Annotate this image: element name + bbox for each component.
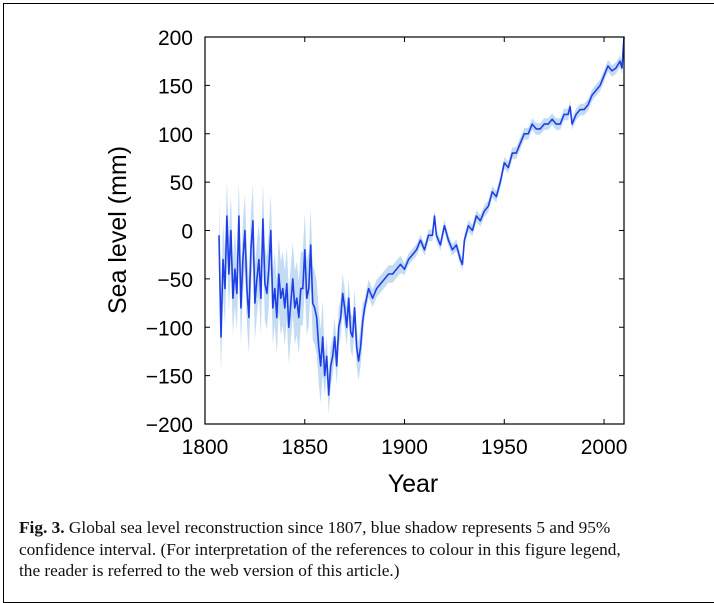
sea-level-line <box>218 36 625 396</box>
y-axis-label: Sea level (mm) <box>104 146 132 314</box>
y-tick-label: 100 <box>158 124 193 147</box>
caption-text-1: Global sea level reconstruction since 18… <box>64 518 611 537</box>
y-tick-label: 200 <box>158 27 193 50</box>
y-tick-label: 150 <box>158 75 193 98</box>
caption-line-3: the reader is referred to the web versio… <box>19 561 400 580</box>
x-tick-label: 1800 <box>182 436 229 459</box>
figure-caption: Fig. 3. Global sea level reconstruction … <box>19 517 714 582</box>
y-tick-label: −100 <box>146 317 193 340</box>
x-axis-label: Year <box>388 470 439 498</box>
confidence-band-layer <box>219 37 624 415</box>
x-tick-label: 1950 <box>481 436 528 459</box>
y-tick-label: −50 <box>157 269 193 292</box>
y-tick-label: −200 <box>146 414 193 437</box>
x-tick-label: 2000 <box>581 436 628 459</box>
y-tick-label: −150 <box>146 366 193 389</box>
caption-line-2: confidence interval. (For interpretation… <box>19 539 621 559</box>
caption-line-1: Fig. 3. Global sea level reconstruction … <box>19 517 714 539</box>
x-axis: 1800 1850 1900 1950 2000 <box>182 37 628 459</box>
y-tick-label: 0 <box>181 221 193 244</box>
x-tick-label: 1850 <box>281 436 328 459</box>
caption-label: Fig. 3. <box>19 518 65 537</box>
plot-frame <box>204 36 625 425</box>
sea-level-chart: 200 150 100 50 0 −50 −100 −150 −200 1800 1850 1900… <box>104 27 628 498</box>
y-tick-label: 50 <box>170 172 193 195</box>
x-tick-label: 1900 <box>381 436 428 459</box>
y-axis: 200 150 100 50 0 −50 −100 −150 −200 <box>146 27 624 437</box>
series-line-layer <box>218 36 625 396</box>
confidence-band <box>219 37 624 415</box>
